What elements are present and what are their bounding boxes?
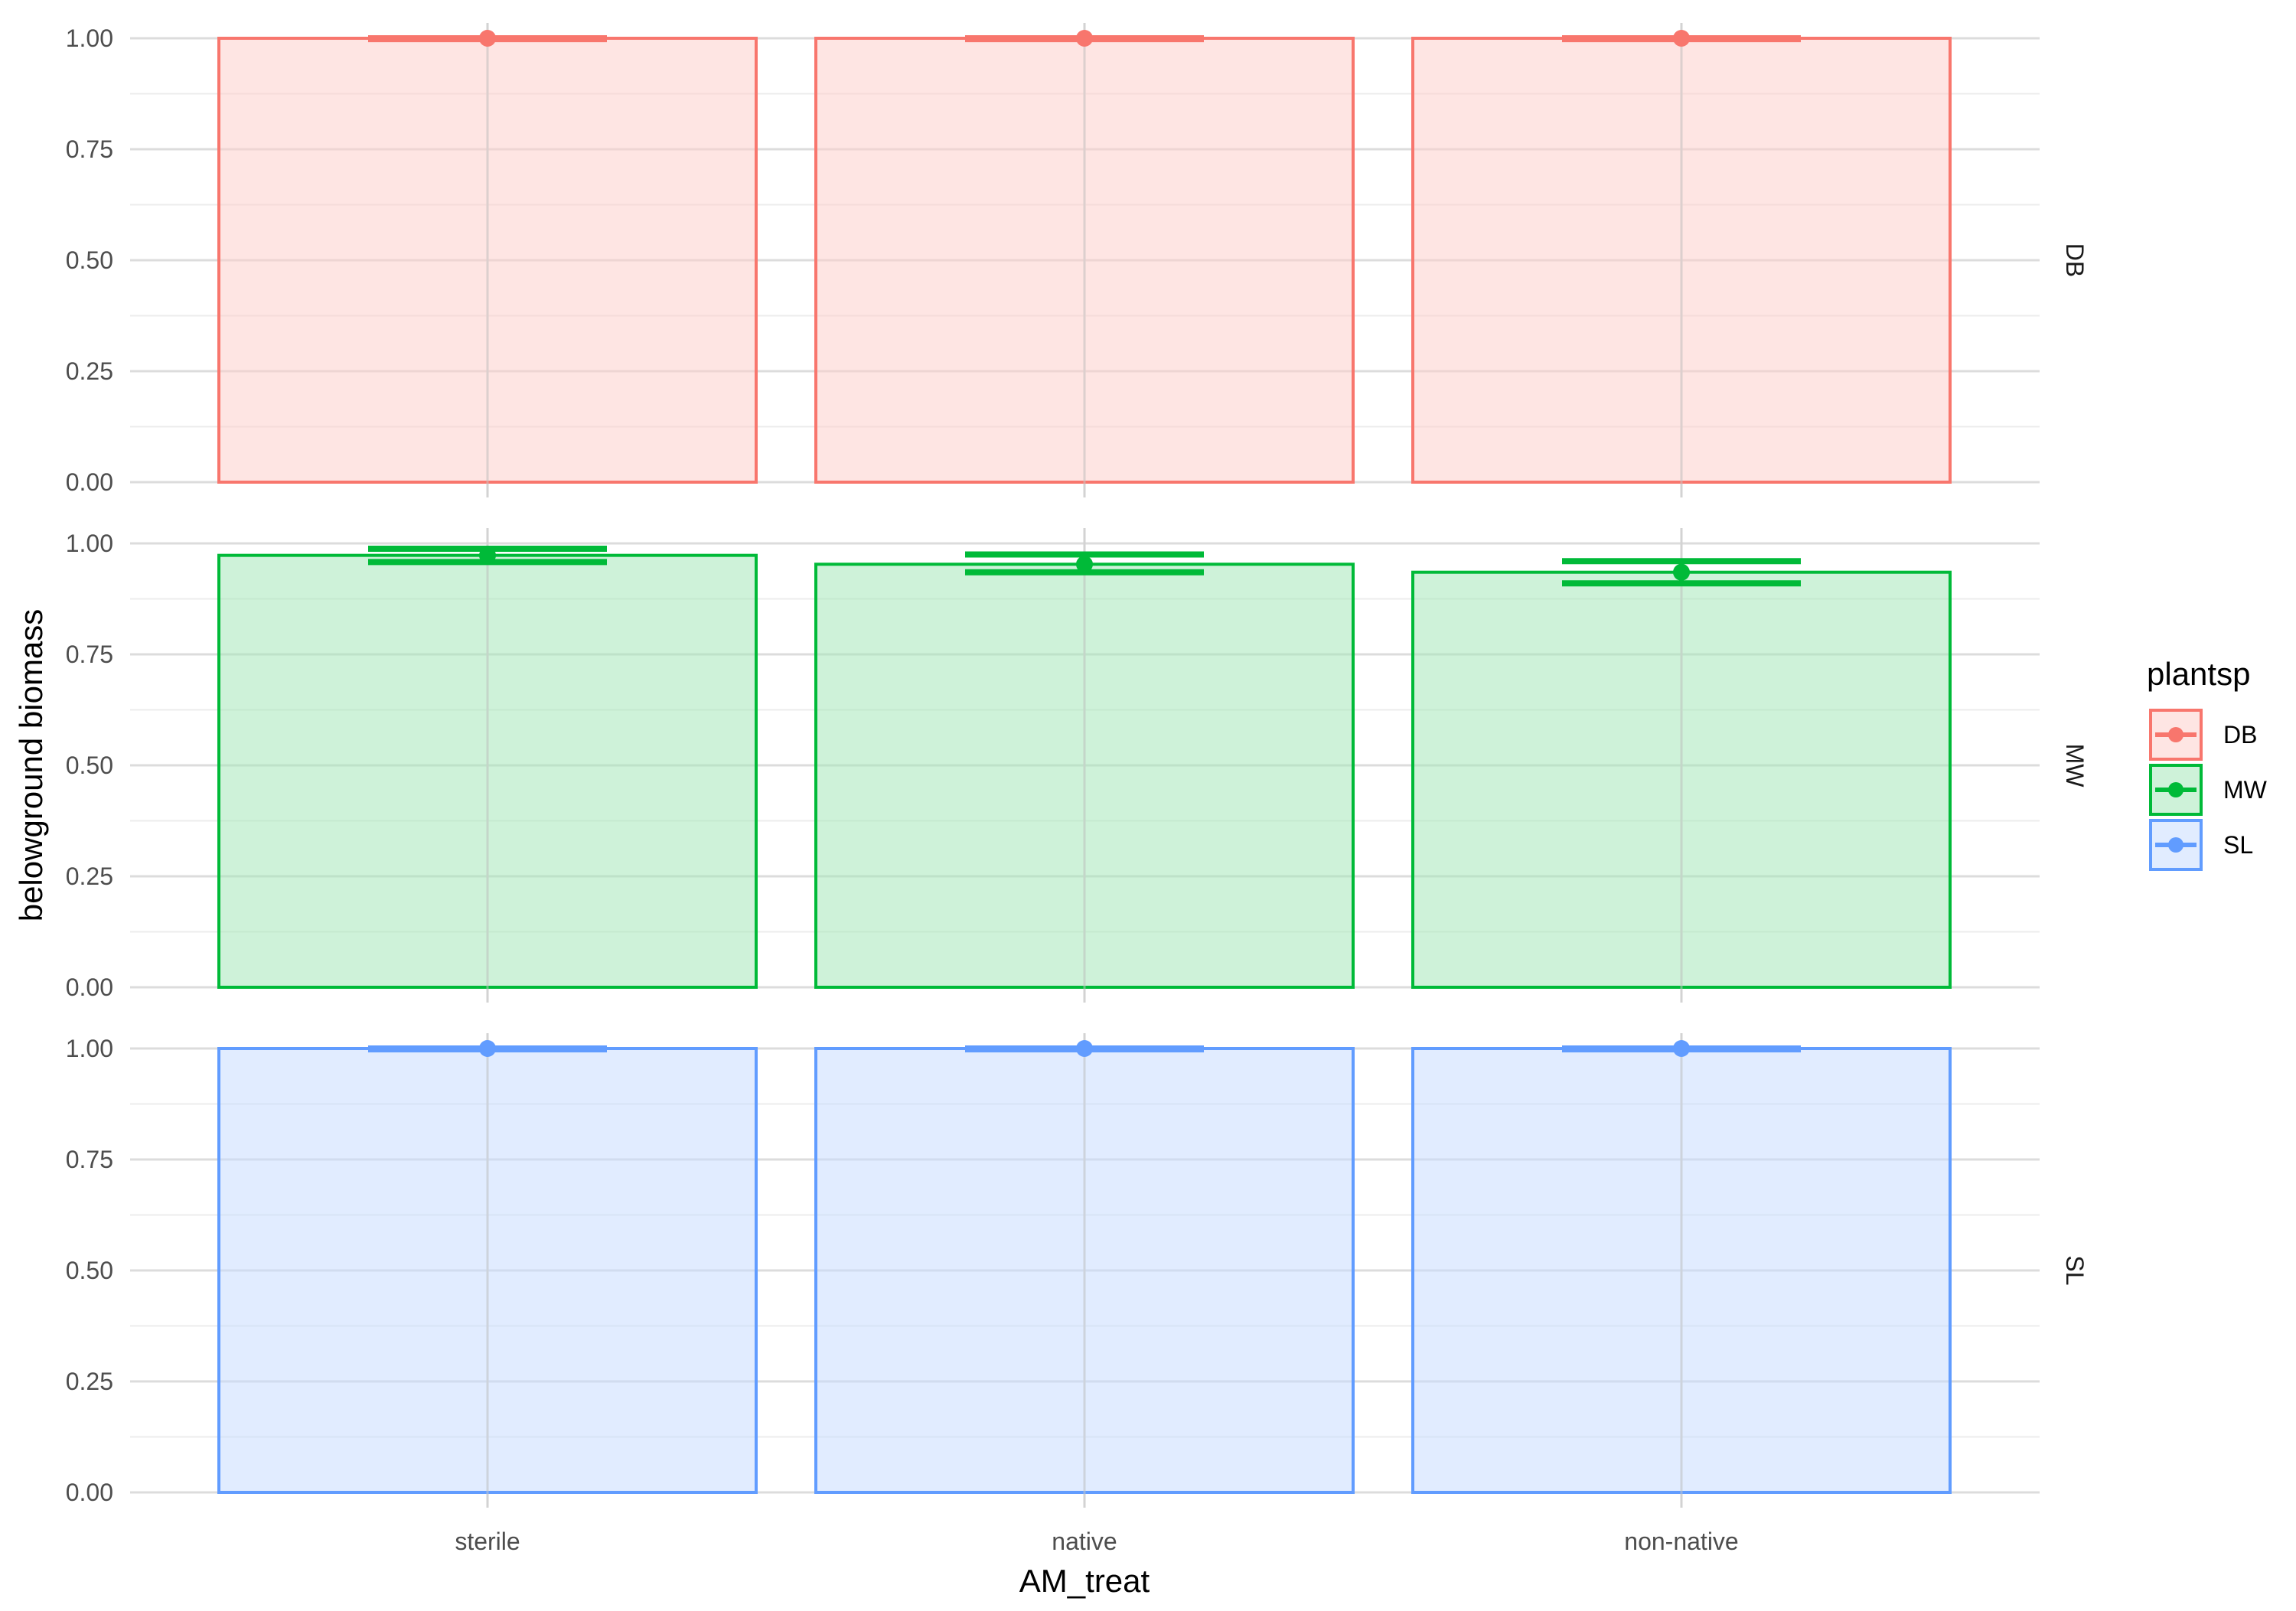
legend: plantsp DB MW SL	[2147, 656, 2268, 871]
legend-point	[2168, 782, 2183, 797]
y-tick-label: 1.00	[66, 24, 113, 52]
y-tick-label: 0.25	[66, 1368, 113, 1395]
facet-strip-label: MW	[2061, 744, 2089, 788]
mean-point	[1076, 1040, 1093, 1057]
legend-key-sl: SL	[2149, 819, 2253, 871]
y-tick-label: 0.25	[66, 863, 113, 890]
facet-strip-label: DB	[2061, 243, 2089, 277]
mean-point	[1076, 556, 1093, 573]
y-tick-label: 0.25	[66, 357, 113, 385]
facets-layer: 0.00 0.25 0.50 0.75 1.00 DB 0.00 0.25 0.50 0.75 1.…	[66, 23, 2089, 1508]
y-axis-title: belowground biomass	[13, 609, 49, 922]
y-tick-label: 0.75	[66, 641, 113, 668]
legend-label: MW	[2223, 776, 2268, 804]
mean-point	[1673, 30, 1690, 47]
y-tick-label: 0.75	[66, 1146, 113, 1173]
mean-point	[479, 546, 496, 564]
y-tick-label: 0.50	[66, 1257, 113, 1284]
x-tick-label: non-native	[1624, 1528, 1738, 1555]
y-tick-label: 0.00	[66, 973, 113, 1001]
legend-key-db: DB	[2149, 709, 2257, 761]
y-tick-label: 0.00	[66, 468, 113, 496]
legend-key-mw: MW	[2149, 764, 2268, 816]
x-tick-label: sterile	[455, 1528, 520, 1555]
legend-label: SL	[2223, 831, 2253, 859]
x-axis-title: AM_treat	[1019, 1563, 1150, 1599]
y-tick-label: 0.50	[66, 246, 113, 274]
legend-label: DB	[2223, 721, 2257, 748]
y-tick-label: 1.00	[66, 530, 113, 557]
legend-title: plantsp	[2147, 656, 2250, 692]
mean-point	[479, 30, 496, 47]
mean-point	[1076, 30, 1093, 47]
legend-point	[2168, 727, 2183, 742]
facet-panel-sl: 0.00 0.25 0.50 0.75 1.00 SL	[66, 1033, 2089, 1508]
mean-point	[479, 1040, 496, 1057]
y-tick-label: 0.75	[66, 135, 113, 163]
facet-strip-label: SL	[2061, 1255, 2089, 1285]
mean-point	[1673, 1040, 1690, 1057]
y-tick-label: 0.00	[66, 1479, 113, 1506]
facet-panel-db: 0.00 0.25 0.50 0.75 1.00 DB	[66, 23, 2089, 497]
x-tick-label: native	[1052, 1528, 1117, 1555]
x-axis: sterile native non-native	[455, 1528, 1738, 1555]
y-tick-label: 0.50	[66, 752, 113, 779]
mean-point	[1673, 563, 1690, 581]
legend-point	[2168, 837, 2183, 853]
facet-panel-mw: 0.00 0.25 0.50 0.75 1.00 MW	[66, 528, 2089, 1003]
y-tick-label: 1.00	[66, 1035, 113, 1062]
